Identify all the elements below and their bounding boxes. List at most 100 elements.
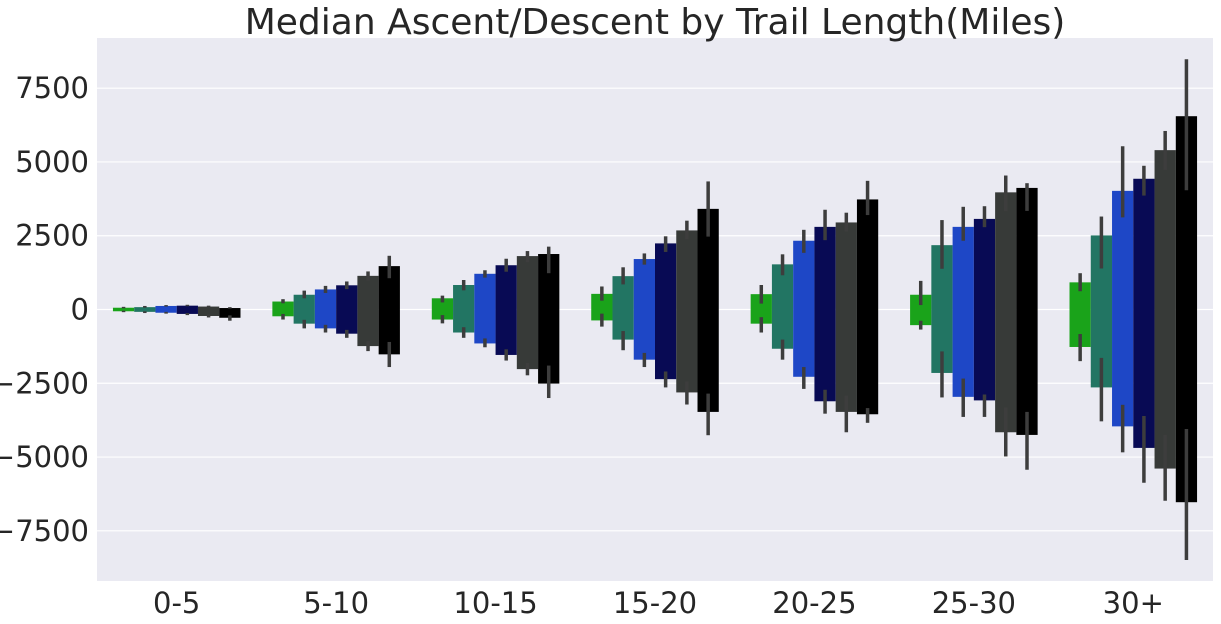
x-tick-label: 0-5 bbox=[153, 586, 200, 620]
descent-bar bbox=[633, 309, 655, 360]
ascent-bar bbox=[655, 243, 677, 310]
x-tick-label: 20-25 bbox=[772, 586, 856, 620]
ascent-bar bbox=[474, 273, 496, 310]
y-tick-label: 5000 bbox=[15, 145, 89, 179]
descent-bar bbox=[835, 309, 857, 412]
descent-bar bbox=[219, 309, 241, 318]
descent-bar bbox=[1154, 309, 1176, 469]
ascent-bar bbox=[612, 276, 634, 310]
ascent-bar bbox=[1175, 116, 1198, 310]
x-tick-label: 10-15 bbox=[453, 586, 537, 620]
x-tick-label: 5-10 bbox=[303, 586, 369, 620]
ascent-bar bbox=[856, 199, 879, 310]
descent-bar bbox=[1090, 309, 1113, 388]
y-tick-label: 7500 bbox=[15, 71, 89, 105]
ascent-bar bbox=[1016, 187, 1038, 310]
y-tick-label: −5000 bbox=[0, 440, 89, 474]
descent-bar bbox=[474, 309, 496, 344]
y-tick-label: 2500 bbox=[15, 219, 89, 253]
chart-title: Median Ascent/Descent by Trail Length(Mi… bbox=[245, 2, 1066, 43]
ascent-bar bbox=[516, 256, 539, 310]
descent-bar bbox=[1175, 309, 1198, 503]
descent-bar bbox=[793, 309, 815, 377]
ascent-bar bbox=[973, 218, 996, 310]
ascent-bar bbox=[591, 293, 613, 310]
ascent-bar bbox=[676, 230, 698, 310]
descent-bar bbox=[995, 309, 1017, 433]
descent-bar bbox=[176, 309, 198, 314]
descent-bar bbox=[1112, 309, 1134, 427]
ascent-bar bbox=[431, 298, 454, 310]
descent-bar bbox=[155, 309, 177, 313]
descent-bar bbox=[814, 309, 836, 402]
ascent-bar bbox=[697, 208, 719, 310]
ascent-bar bbox=[771, 264, 794, 310]
descent-bar bbox=[197, 309, 220, 316]
ascent-bar bbox=[357, 275, 379, 310]
ascent-bar bbox=[495, 265, 517, 310]
ascent-bar bbox=[1112, 190, 1134, 310]
descent-bar bbox=[431, 309, 454, 320]
descent-bar bbox=[1069, 309, 1091, 347]
descent-bar bbox=[134, 309, 156, 312]
ascent-bar bbox=[314, 289, 337, 310]
ascent-bar bbox=[219, 308, 241, 310]
descent-bar bbox=[357, 309, 379, 347]
ascent-bar bbox=[952, 226, 974, 310]
x-tick-label: 15-20 bbox=[613, 586, 697, 620]
descent-bar bbox=[378, 309, 400, 355]
descent-bar bbox=[655, 309, 677, 380]
descent-bar bbox=[336, 309, 358, 334]
descent-bar bbox=[697, 309, 719, 412]
descent-bar bbox=[314, 309, 337, 329]
ascent-bar bbox=[814, 226, 836, 310]
descent-bar bbox=[676, 309, 698, 393]
descent-bar bbox=[750, 309, 772, 324]
ascent-bar bbox=[931, 245, 953, 310]
x-axis-ticks: 0-5 5-10 10-15 15-20 20-25 25-30 30+ bbox=[153, 586, 1164, 620]
ascent-bar bbox=[155, 305, 177, 310]
ascent-bar bbox=[835, 222, 857, 310]
ascent-bar bbox=[336, 285, 358, 310]
ascent-bar bbox=[176, 305, 198, 310]
ascent-bar bbox=[1133, 178, 1155, 310]
ascent-bar bbox=[197, 306, 220, 310]
descent-bar bbox=[516, 309, 539, 370]
y-tick-label: −2500 bbox=[0, 366, 89, 400]
ascent-bar bbox=[293, 294, 315, 310]
ascent-bar bbox=[453, 285, 475, 310]
y-tick-label: −7500 bbox=[0, 514, 89, 548]
descent-bar bbox=[612, 309, 634, 340]
ascent-bar bbox=[793, 240, 815, 310]
descent-bar bbox=[453, 309, 475, 333]
ascent-bar bbox=[538, 254, 560, 310]
descent-bar bbox=[112, 309, 135, 312]
ascent-bar bbox=[112, 307, 135, 310]
x-tick-label: 30+ bbox=[1103, 586, 1164, 620]
ascent-bar bbox=[633, 259, 655, 310]
descent-bar bbox=[771, 309, 794, 349]
x-tick-label: 25-30 bbox=[932, 586, 1016, 620]
descent-bar bbox=[931, 309, 953, 373]
descent-bar bbox=[1016, 309, 1038, 435]
descent-bar bbox=[1133, 309, 1155, 448]
y-tick-label: 0 bbox=[71, 293, 89, 327]
ascent-bar bbox=[1090, 235, 1113, 310]
descent-bar bbox=[856, 309, 879, 415]
ascent-bar bbox=[995, 192, 1017, 310]
ascent-bar bbox=[378, 266, 400, 310]
descent-bar bbox=[973, 309, 996, 401]
ascent-bar bbox=[1154, 150, 1176, 310]
descent-bar bbox=[495, 309, 517, 355]
ascent-bar bbox=[272, 301, 294, 310]
ascent-bar bbox=[1069, 282, 1091, 310]
descent-bar bbox=[538, 309, 560, 384]
ascent-bar bbox=[134, 307, 156, 310]
descent-bar bbox=[293, 309, 315, 324]
descent-bar bbox=[272, 309, 294, 317]
descent-bar bbox=[952, 309, 974, 397]
descent-bar bbox=[910, 309, 932, 326]
error-bars bbox=[121, 59, 1189, 561]
y-axis-ticks: −7500 −5000 −2500 0 2500 5000 7500 bbox=[0, 71, 89, 548]
